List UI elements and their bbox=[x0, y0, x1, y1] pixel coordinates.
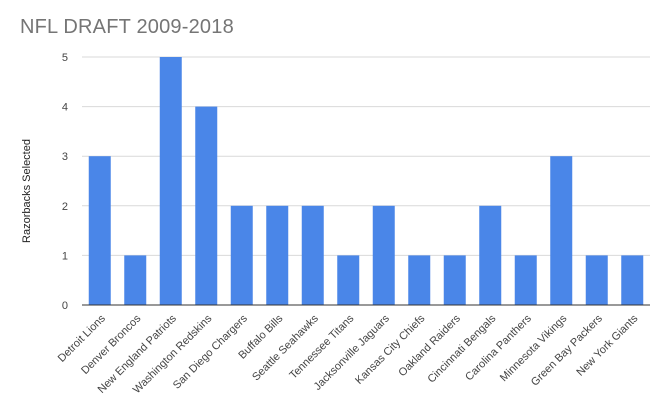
bar bbox=[372, 205, 395, 305]
bar bbox=[301, 205, 324, 305]
x-tick-label: Seattle Seahawks bbox=[250, 312, 321, 383]
y-tick-label: 3 bbox=[62, 151, 68, 163]
bar bbox=[443, 255, 466, 305]
y-axis-ticks: 0 1 2 3 4 5 bbox=[62, 52, 68, 312]
bar bbox=[479, 205, 502, 305]
bar bbox=[408, 255, 431, 305]
bar bbox=[230, 205, 253, 305]
bar bbox=[585, 255, 608, 305]
x-tick-label: Oakland Raiders bbox=[396, 312, 463, 379]
bar bbox=[124, 255, 147, 305]
y-tick-label: 0 bbox=[62, 300, 68, 312]
bar bbox=[266, 205, 289, 305]
bars bbox=[88, 57, 644, 305]
y-tick-label: 2 bbox=[62, 201, 68, 213]
bar bbox=[88, 156, 111, 305]
y-axis-label: Razorbacks Selected bbox=[21, 139, 33, 243]
bar bbox=[159, 57, 182, 305]
bar bbox=[337, 255, 360, 305]
y-tick-label: 5 bbox=[62, 52, 68, 64]
y-tick-label: 4 bbox=[62, 102, 68, 114]
y-tick-label: 1 bbox=[62, 250, 68, 262]
x-tick-label: Minnesota Vikings bbox=[498, 312, 570, 384]
bar bbox=[514, 255, 537, 305]
x-tick-label: Carolina Panthers bbox=[463, 312, 534, 383]
bar bbox=[550, 156, 573, 305]
bar bbox=[195, 106, 218, 305]
bar bbox=[621, 255, 644, 305]
x-tick-label: Tennessee Titans bbox=[287, 312, 356, 381]
chart-title: NFL DRAFT 2009-2018 bbox=[20, 16, 234, 38]
x-tick-label: New York Giants bbox=[574, 312, 640, 378]
